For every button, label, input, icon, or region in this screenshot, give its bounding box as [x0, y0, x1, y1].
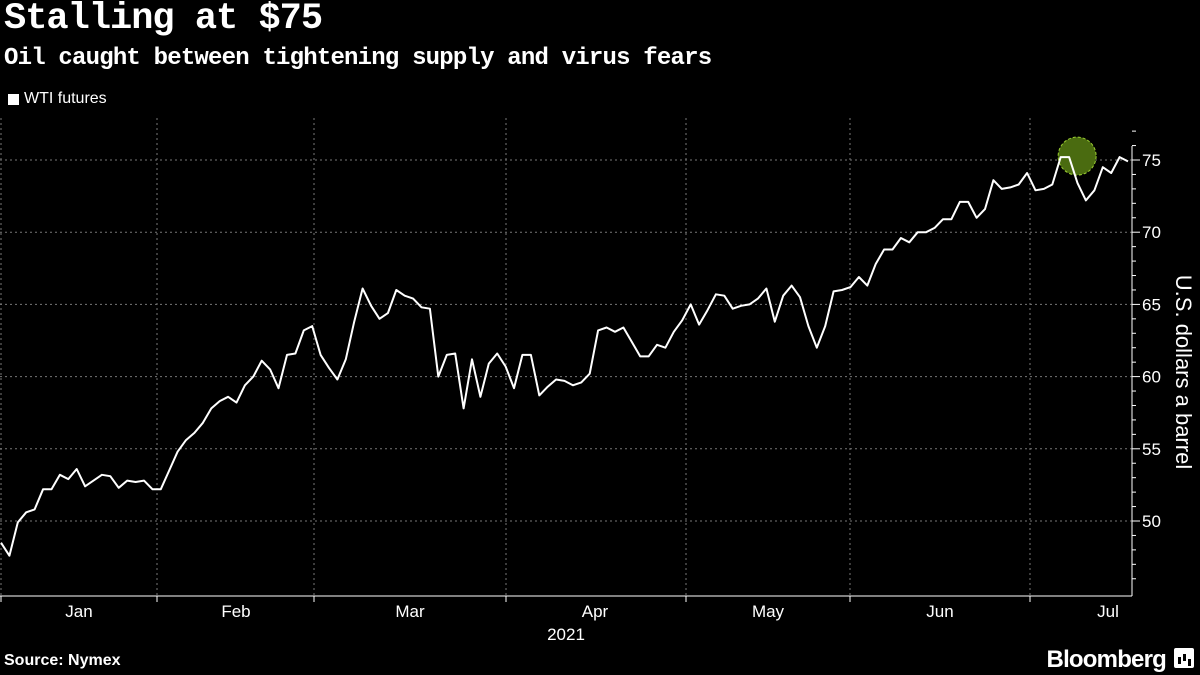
y-tick-label: 65	[1142, 295, 1161, 314]
x-tick-label: Mar	[395, 602, 425, 621]
x-tick-label: Apr	[582, 602, 609, 621]
source-note: Source: Nymex	[4, 652, 121, 669]
x-tick-label: Jun	[926, 602, 953, 621]
series-line-wti	[0, 156, 1129, 557]
x-tick-label: Feb	[221, 602, 250, 621]
legend-swatch-icon	[8, 93, 19, 105]
legend-label: WTI futures	[24, 90, 107, 107]
x-tick-label: Jan	[65, 602, 92, 621]
y-tick-label: 55	[1142, 440, 1161, 459]
grid-lines	[0, 118, 1132, 596]
latest-price-highlight	[1057, 136, 1097, 176]
y-tick-label: 70	[1142, 223, 1161, 242]
chart-subtitle: Oil caught between tightening supply and…	[4, 45, 712, 72]
y-tick-label: 60	[1142, 368, 1161, 387]
year-label: 2021	[547, 625, 585, 644]
y-tick-label: 50	[1142, 512, 1161, 531]
x-tick-label: May	[752, 602, 785, 621]
x-tick-labels: Jan Feb Mar Apr May Jun Jul	[0, 596, 1119, 621]
y-tick-label: 75	[1142, 151, 1161, 170]
bloomberg-chart-icon	[1174, 648, 1194, 668]
x-tick-label: Jul	[1097, 602, 1119, 621]
y-tick-labels: 50 55 60 65 70 75	[1132, 130, 1161, 580]
chart-title: Stalling at $75	[4, 0, 323, 40]
legend: WTI futures	[8, 90, 107, 108]
y-axis-title: U.S. dollars a barrel	[1171, 275, 1196, 469]
axes	[0, 146, 1133, 597]
bloomberg-logo: Bloomberg	[1046, 646, 1167, 673]
